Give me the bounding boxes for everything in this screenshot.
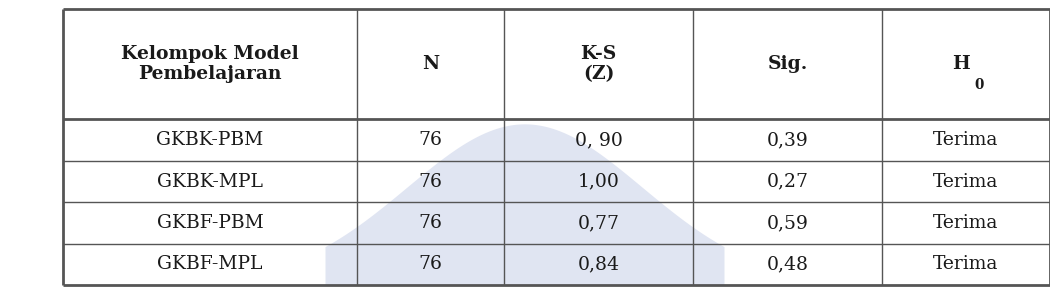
Text: Terima: Terima (933, 173, 999, 191)
Text: Sig.: Sig. (768, 55, 807, 73)
Text: Terima: Terima (933, 214, 999, 232)
Text: 76: 76 (419, 214, 442, 232)
Text: H: H (952, 55, 969, 73)
Text: 0, 90: 0, 90 (574, 131, 623, 149)
Text: GKBK-MPL: GKBK-MPL (158, 173, 262, 191)
Text: 1,00: 1,00 (578, 173, 619, 191)
Text: 0: 0 (974, 78, 983, 92)
Text: K-S
(Z): K-S (Z) (581, 45, 616, 83)
Text: 76: 76 (419, 131, 442, 149)
Text: 0,48: 0,48 (766, 255, 808, 273)
Text: 0,59: 0,59 (766, 214, 808, 232)
Text: 76: 76 (419, 255, 442, 273)
Text: Terima: Terima (933, 255, 999, 273)
Text: Kelompok Model
Pembelajaran: Kelompok Model Pembelajaran (121, 45, 299, 83)
Text: N: N (422, 55, 439, 73)
Text: 0,84: 0,84 (578, 255, 619, 273)
Text: 76: 76 (419, 173, 442, 191)
Text: GKBK-PBM: GKBK-PBM (156, 131, 264, 149)
Text: 0,77: 0,77 (578, 214, 619, 232)
Text: 0,27: 0,27 (766, 173, 808, 191)
Text: GKBF-PBM: GKBF-PBM (156, 214, 264, 232)
Text: Terima: Terima (933, 131, 999, 149)
Text: 0,39: 0,39 (766, 131, 808, 149)
Text: GKBF-MPL: GKBF-MPL (158, 255, 262, 273)
Polygon shape (326, 124, 724, 285)
